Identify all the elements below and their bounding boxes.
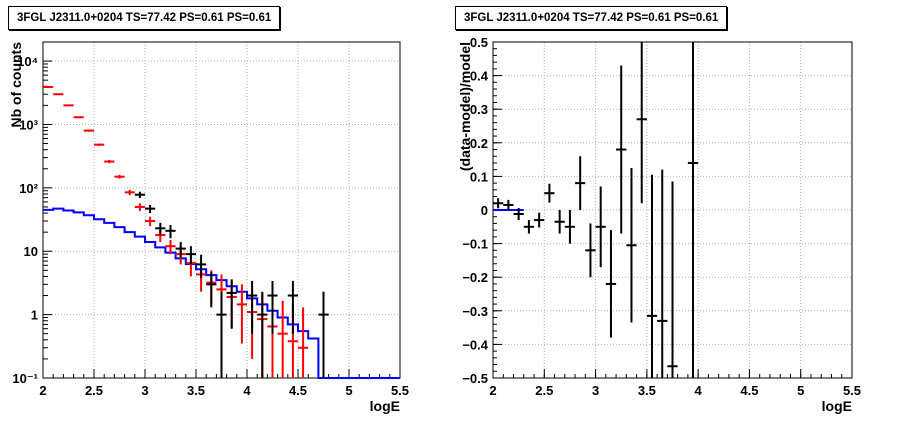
y-tick-label: 10 [24,244,38,259]
x-tick-label: 3.5 [187,383,205,398]
x-tick-label: 5 [345,383,352,398]
x-tick-label: 4 [243,383,251,398]
x-tick-label: 4.5 [740,383,758,398]
model-histogram [43,207,400,379]
y-tick-label: −0.2 [462,270,488,285]
y-tick-label: −0.3 [462,304,488,319]
x-axis-title: logE [822,398,852,414]
y-tick-label: 10³ [19,117,38,132]
x-tick-label: 2 [489,383,496,398]
x-tick-label: 2 [39,383,46,398]
y-tick-label: 0.5 [470,35,488,50]
y-tick-label: −0.4 [462,337,488,352]
y-tick-label: 10² [19,181,38,196]
counts-plot: 2 2.5 3 3.5 4 4.5 5 5.5 10⁻¹ 1 10 10² 10³ 10⁴ logE Nb o… [8,41,409,414]
y-tick-label: −0.1 [462,237,488,252]
y-axis-title: (data-model)/model [457,42,473,171]
x-tick-label: 3 [141,383,148,398]
x-tick-label: 5 [797,383,804,398]
y-tick-label: 0.4 [470,69,489,84]
y-tick-label: −0.5 [462,371,488,386]
y-tick-label: 10⁴ [17,54,38,69]
y-tick-label: 0.1 [470,169,488,184]
x-tick-label: 2.5 [535,383,553,398]
y-tick-label: 10⁻¹ [12,371,38,386]
y-tick-label: 0 [481,203,488,218]
x-tick-label: 4 [695,383,703,398]
y-tick-label: 1 [31,308,38,323]
y-axis-title: Nb of counts [8,42,24,128]
x-tick-label: 3 [592,383,599,398]
x-tick-label: 4.5 [289,383,307,398]
left-plot-title: 3FGL J2311.0+0204 TS=77.42 PS=0.61 PS=0.… [8,6,281,30]
residuals-plot: 2 2.5 3 3.5 4 4.5 5 5.5 −0.5 −0.4 −0.3 −0.2 −0.1 0 0.1… [457,35,861,414]
x-tick-label: 3.5 [638,383,656,398]
x-tick-label: 5.5 [843,383,861,398]
y-tick-label: 0.2 [470,136,488,151]
x-axis-title: logE [370,398,400,414]
y-tick-label: 0.3 [470,102,488,117]
x-tick-label: 2.5 [85,383,103,398]
x-tick-label: 5.5 [391,383,409,398]
right-plot-title: 3FGL J2311.0+0204 TS=77.42 PS=0.61 PS=0.… [455,6,728,30]
